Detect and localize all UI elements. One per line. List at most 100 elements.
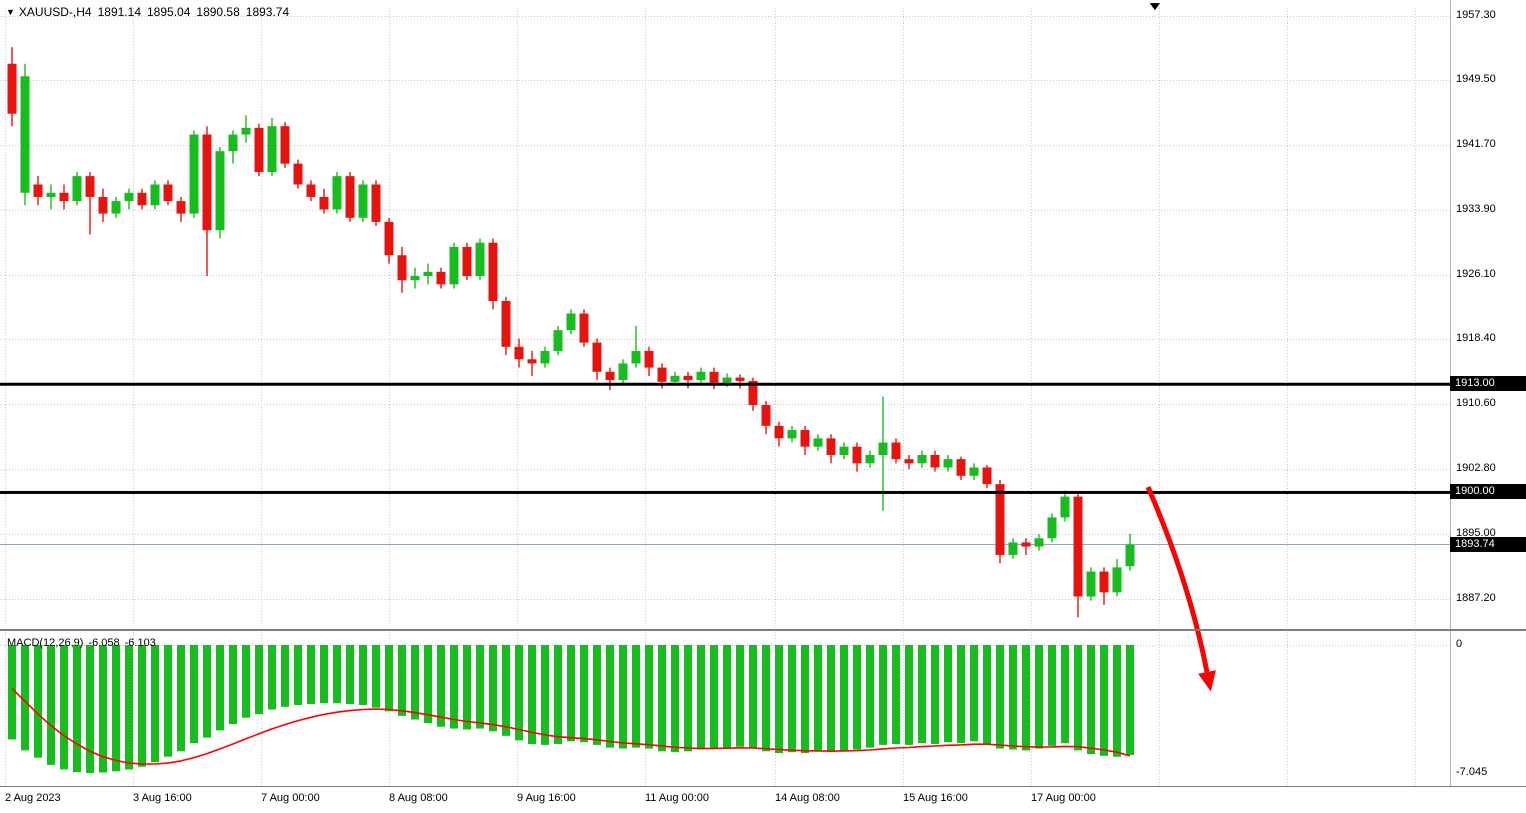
candle-body — [839, 446, 849, 455]
candle-body — [436, 271, 446, 285]
macd-bar — [827, 645, 835, 753]
price-tick-label: 1941.70 — [1456, 138, 1496, 151]
candle-body — [904, 459, 914, 464]
macd-bar — [749, 645, 757, 749]
candle-body — [735, 377, 745, 381]
candle-body — [670, 375, 680, 382]
macd-bar — [281, 645, 289, 707]
macd-bar — [996, 645, 1004, 749]
macd-bar — [424, 645, 432, 724]
candle-body — [761, 405, 771, 426]
macd-bar — [307, 645, 315, 705]
time-tick-label: 17 Aug 00:00 — [1031, 792, 1096, 804]
macd-bar — [86, 645, 94, 773]
macd-bar — [177, 645, 185, 752]
candle-body — [254, 127, 264, 172]
candle-body — [215, 151, 225, 231]
macd-signal-value: -6.103 — [124, 637, 156, 649]
candle-body — [59, 192, 69, 202]
macd-bar — [489, 645, 497, 732]
candle-body — [475, 242, 485, 277]
price-tick-label: 1902.80 — [1456, 462, 1496, 475]
candle-body — [553, 330, 563, 351]
macd-bar — [125, 645, 133, 770]
macd-bar — [1074, 645, 1082, 751]
candle-body — [969, 467, 979, 476]
time-tick-label: 7 Aug 00:00 — [261, 792, 320, 804]
candle-body — [618, 363, 628, 381]
candle-body — [722, 377, 732, 383]
time-tick-label: 9 Aug 16:00 — [517, 792, 576, 804]
macd-bar — [736, 645, 744, 747]
candle-body — [917, 454, 927, 464]
trend-arrow-head[interactable] — [1198, 670, 1216, 692]
macd-signal-line — [11, 688, 1131, 765]
macd-name: MACD(12,26,9) — [7, 637, 84, 649]
macd-bar — [216, 645, 224, 731]
candle-body — [527, 359, 537, 364]
hline-1913.00[interactable] — [0, 382, 1450, 386]
price-tick-label: 1918.40 — [1456, 332, 1496, 345]
candle-body — [566, 313, 576, 331]
pane-divider[interactable] — [0, 629, 1526, 631]
candle-body — [514, 346, 524, 360]
candle-body — [1060, 496, 1070, 518]
macd-bar — [970, 645, 978, 742]
macd-bar — [190, 645, 198, 744]
candle-body — [72, 176, 82, 202]
macd-bar — [1126, 645, 1134, 756]
macd-bar — [1009, 645, 1017, 750]
macd-bar — [1061, 645, 1069, 744]
price-tick-label: 1949.50 — [1456, 73, 1496, 86]
hline-1900.00[interactable] — [0, 490, 1450, 494]
macd-bar — [398, 645, 406, 716]
candle-body — [696, 371, 706, 381]
macd-bar — [112, 645, 120, 772]
macd-bar — [320, 645, 328, 704]
macd-bar — [788, 645, 796, 753]
candle-body — [1099, 571, 1109, 593]
macd-bar — [658, 645, 666, 752]
macd-bar — [372, 645, 380, 708]
candle-body — [293, 163, 303, 185]
candle-body — [163, 184, 173, 202]
trend-arrow-annotation[interactable] — [1145, 486, 1210, 673]
candle-body — [787, 430, 797, 439]
macd-bar — [775, 645, 783, 754]
macd-bar — [905, 645, 913, 745]
candle-body — [1034, 538, 1044, 547]
macd-bar — [34, 645, 42, 758]
macd-bar — [47, 645, 55, 765]
macd-bar — [983, 645, 991, 745]
candle-body — [124, 192, 134, 202]
macd-bar — [580, 645, 588, 743]
chart-shift-marker-icon[interactable]: ▼ — [1146, 0, 1164, 13]
candle-body — [306, 184, 316, 197]
one-click-trading-toggle-icon[interactable]: ▼ — [6, 7, 15, 17]
price-axis-separator — [1450, 0, 1451, 786]
time-tick-label: 3 Aug 16:00 — [133, 792, 192, 804]
macd-bar — [593, 645, 601, 745]
macd-bar — [151, 645, 159, 763]
macd-bar — [697, 645, 705, 750]
time-tick-label: 2 Aug 2023 — [5, 792, 61, 804]
macd-bar — [554, 645, 562, 745]
macd-bar — [1100, 645, 1108, 756]
macd-bar — [528, 645, 536, 745]
candle-body — [33, 184, 43, 197]
candles-layer — [7, 47, 1135, 618]
macd-main-value: -6.058 — [88, 637, 120, 649]
candle-body — [423, 271, 433, 277]
candle-body — [501, 301, 511, 347]
macd-bar — [138, 645, 146, 767]
candle-body — [1008, 542, 1018, 555]
candle-body — [1021, 542, 1031, 547]
macd-bar — [944, 645, 952, 743]
macd-bar — [1048, 645, 1056, 746]
candle-body — [1047, 517, 1057, 539]
macd-bar — [164, 645, 172, 757]
macd-bar — [619, 645, 627, 749]
candle-body — [943, 459, 953, 468]
candle-body — [488, 242, 498, 302]
